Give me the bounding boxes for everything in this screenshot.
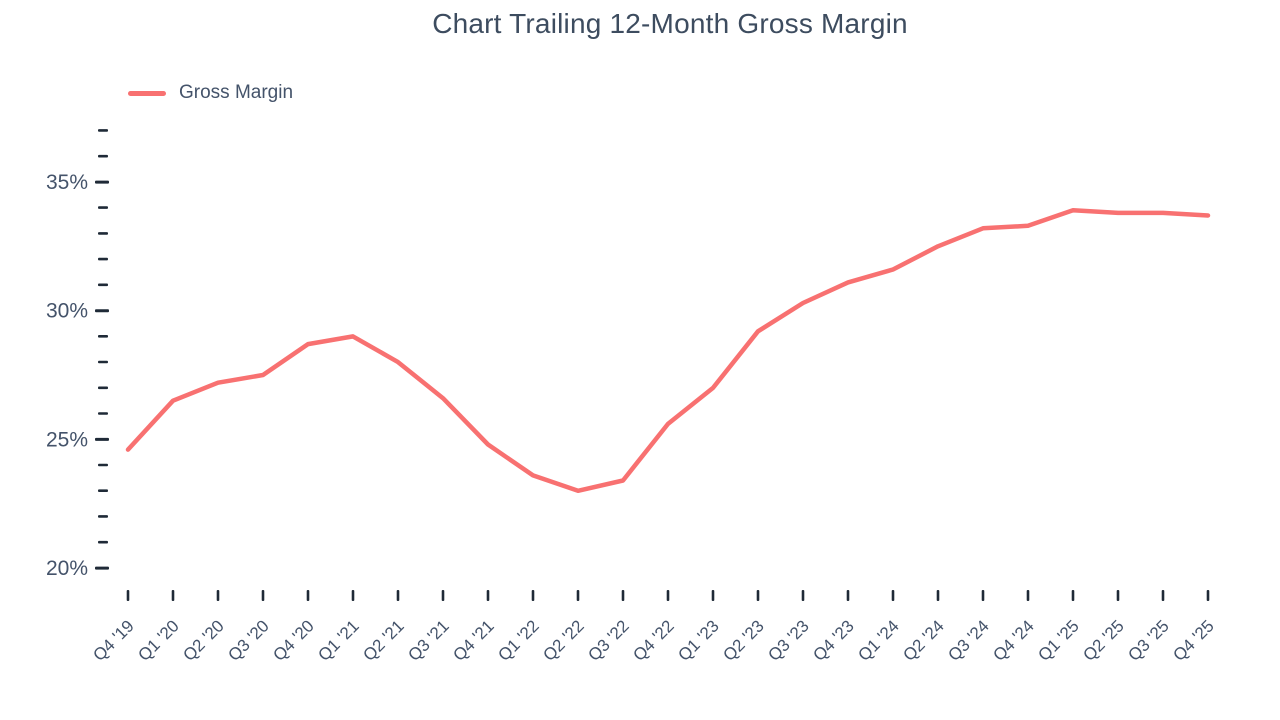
y-axis-minor-tick [98,206,108,209]
y-axis-major-tick [95,180,109,184]
x-axis-tick [351,590,355,601]
y-axis-minor-tick [98,515,108,518]
x-axis-tick [531,590,535,601]
x-axis-tick [891,590,895,601]
x-axis-tick [846,590,850,601]
x-axis-tick [1116,590,1120,601]
x-axis-tick [801,590,805,601]
x-axis-tick [576,590,580,601]
x-axis-label: Q3 '20 [224,616,272,664]
x-axis-label: Q4 '19 [89,616,137,664]
x-axis-label: Q1 '21 [314,616,362,664]
chart-title: Chart Trailing 12-Month Gross Margin [432,8,908,39]
x-axis-label: Q3 '24 [944,616,992,664]
x-axis-label: Q4 '23 [809,616,857,664]
y-axis-major-tick [95,437,109,441]
y-axis-minor-tick [98,283,108,287]
x-axis-label: Q1 '20 [134,616,182,664]
x-axis-label: Q4 '22 [629,616,677,664]
series-lines [125,208,1211,494]
y-axis-minor-tick [98,154,108,158]
legend[interactable]: Gross Margin [128,82,293,104]
x-axis-tick [1206,590,1210,601]
y-axis-minor-tick [98,463,108,467]
x-axis-tick [441,590,445,601]
x-axis-tick [1026,590,1030,601]
x-axis-tick [216,590,220,601]
x-axis-label: Q3 '22 [584,616,632,664]
x-axis-tick [486,590,490,601]
x-axis-label: Q4 '24 [989,616,1037,664]
x-axis-label: Q3 '23 [764,616,812,664]
x-axis-tick [621,590,625,601]
x-axis-tick [261,590,265,601]
gross-margin-line [125,208,1211,494]
x-axis-label: Q4 '20 [269,616,317,664]
y-axis-major-tick [95,309,109,313]
x-axis-label: Q1 '25 [1034,616,1082,664]
x-axis-label: Q1 '24 [854,616,902,664]
x-axis-label: Q2 '24 [899,616,947,664]
x-axis-label: Q2 '21 [359,616,407,664]
y-axis-minor-tick [98,412,108,415]
y-axis-minor-tick [98,540,108,544]
x-axis-tick [396,590,400,601]
y-axis: 20% 25% 30% 35% [46,129,109,580]
y-axis-minor-tick [98,489,108,492]
x-axis-label: Q2 '22 [539,616,587,664]
x-axis-tick [171,590,175,601]
x-axis-tick [1161,590,1165,601]
x-axis-label: Q3 '21 [404,616,452,664]
x-axis-label: Q2 '25 [1079,616,1127,664]
x-axis-label: Q1 '23 [674,616,722,664]
x-axis-tick [1071,590,1075,601]
y-axis-label: 25% [46,428,88,451]
y-axis-minor-tick [98,129,108,132]
x-axis-tick [666,590,670,601]
x-axis-label: Q1 '22 [494,616,542,664]
x-axis-label: Q4 '21 [449,616,497,664]
y-axis-label: 30% [46,300,88,323]
x-axis-tick [936,590,940,601]
x-axis-tick [756,590,760,601]
x-axis-tick [126,590,130,601]
x-axis-tick [306,590,310,601]
x-axis-label: Q2 '20 [179,616,227,664]
x-axis-label: Q4 '25 [1169,616,1217,664]
legend-line-swatch-icon [128,90,166,96]
y-axis-minor-tick [98,360,108,364]
x-axis-label: Q3 '25 [1124,616,1172,664]
y-axis-minor-tick [98,386,108,390]
y-axis-label: 35% [46,171,88,194]
y-axis-minor-tick [98,257,108,261]
x-axis-tick [981,590,985,601]
x-axis-tick [711,590,715,601]
y-axis-minor-tick [98,335,108,338]
y-axis-major-tick [95,566,109,570]
y-axis-label: 20% [46,557,88,580]
x-axis-label: Q2 '23 [719,616,767,664]
y-axis-minor-tick [98,232,108,235]
legend-label: Gross Margin [179,82,294,103]
